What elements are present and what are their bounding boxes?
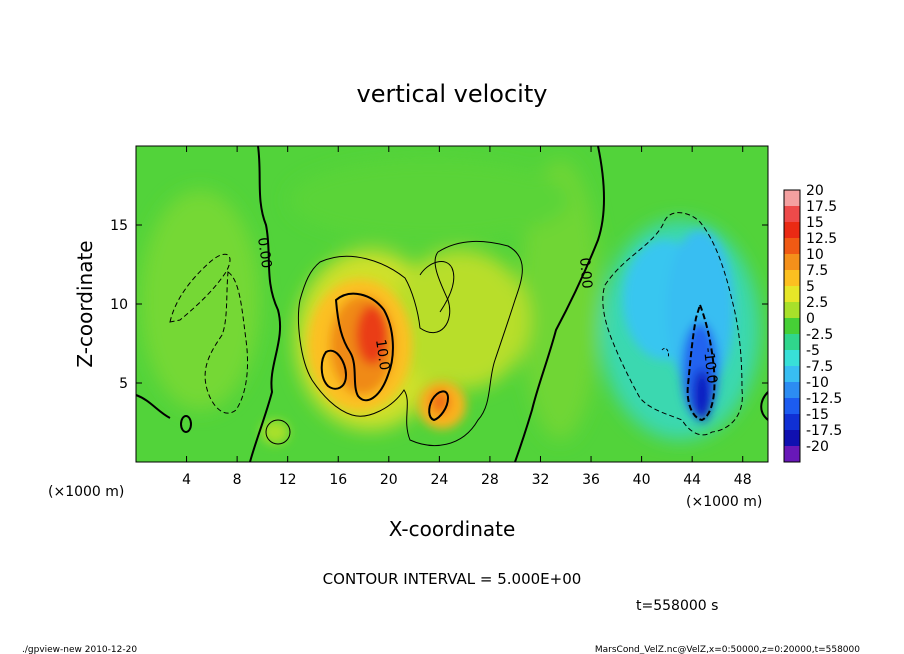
plot-area xyxy=(136,146,768,462)
zero-contour-small-ring xyxy=(180,415,192,433)
colorbar-label: 10 xyxy=(806,247,824,263)
x-axis: 4 8 12 16 20 24 28 32 36 40 44 48 xyxy=(182,146,752,488)
colorbar-swatch xyxy=(784,398,800,415)
colorbar-swatch xyxy=(784,430,800,447)
x-tick-label: 28 xyxy=(481,472,499,488)
downdraft-mid-2 xyxy=(666,230,734,390)
x-tick-label: 32 xyxy=(532,472,550,488)
x-tick-label: 4 xyxy=(182,472,191,488)
colorbar-label: -15 xyxy=(806,407,829,423)
updraft-outer-2 xyxy=(390,250,530,390)
colorbar-swatch xyxy=(784,382,800,399)
x-tick-label: 44 xyxy=(683,472,701,488)
weak-updraft-band-right xyxy=(520,160,600,440)
colorbar-swatch xyxy=(784,286,800,303)
contour-interval: CONTOUR INTERVAL = 5.000E+00 xyxy=(323,570,582,588)
downdraft-peak xyxy=(693,369,711,421)
contour-minus5-left-2 xyxy=(204,271,249,414)
x-tick-label: 20 xyxy=(380,472,398,488)
contour-label-zero-left: 0.00 xyxy=(254,236,274,269)
colorbar-swatch xyxy=(784,350,800,367)
zero-contour-lower-left xyxy=(136,394,171,419)
colorbar-swatch xyxy=(784,238,800,255)
chart-title: vertical velocity xyxy=(357,80,548,108)
colorbar-label: 0 xyxy=(806,311,815,327)
x-axis-label: X-coordinate xyxy=(389,517,516,541)
y-axis-label: Z-coordinate xyxy=(73,240,97,367)
weak-updraft-band-left xyxy=(140,190,260,410)
colorbar-label: -17.5 xyxy=(806,423,842,439)
colorbar-label: -12.5 xyxy=(806,391,842,407)
colorbar-swatch xyxy=(784,446,800,463)
colorbar-swatch xyxy=(784,190,800,207)
contour-minus5-left xyxy=(169,253,231,323)
x-tick-label: 8 xyxy=(233,472,242,488)
contour-10-secondary xyxy=(428,390,450,422)
contour-10-small xyxy=(320,349,348,390)
colorbar-swatch xyxy=(784,302,800,319)
colorbar-swatch xyxy=(784,318,800,335)
contour-minus5-downdraft xyxy=(602,212,743,436)
contour-minus10-downdraft xyxy=(686,301,716,422)
x-unit-left: (×1000 m) xyxy=(48,484,124,500)
colorbar-label: -20 xyxy=(806,439,829,455)
colorbar-label: 7.5 xyxy=(806,263,828,279)
zero-contour-right-edge xyxy=(760,391,768,421)
contour-5-lowlevel xyxy=(265,419,291,445)
colorbar-label: -2.5 xyxy=(806,327,833,343)
contour-label-minus10: -10.0 xyxy=(700,347,720,385)
contour-10-updraft xyxy=(334,292,394,402)
zero-contour-right xyxy=(514,146,606,462)
colorbar-label: 5 xyxy=(806,279,815,295)
x-tick-label: 16 xyxy=(329,472,347,488)
time-label: t=558000 s xyxy=(636,598,718,614)
colorbar-label: 20 xyxy=(806,183,824,199)
y-tick-label: 5 xyxy=(119,376,128,392)
footer-left: ./gpview-new 2010-12-20 xyxy=(22,645,137,654)
contour-5-updraft xyxy=(298,240,523,446)
colorbar-label: -5 xyxy=(806,343,820,359)
y-tick-label: 10 xyxy=(110,297,128,313)
x-tick-label: 48 xyxy=(734,472,752,488)
x-tick-label: 36 xyxy=(582,472,600,488)
shade-upper xyxy=(290,160,570,240)
x-tick-label: 24 xyxy=(430,472,448,488)
colorbar-swatch xyxy=(784,366,800,383)
y-unit-right: (×1000 m) xyxy=(686,494,762,510)
footer-right: MarsCond_VelZ.nc@VelZ,x=0:50000,z=0:2000… xyxy=(595,645,860,654)
colorbar-label: 15 xyxy=(806,215,824,231)
y-tick-label: 15 xyxy=(110,218,128,234)
contour-label-zero-right: 0.00 xyxy=(576,257,595,289)
contour-label-10: 10.0 xyxy=(372,338,392,371)
colorbar-swatch xyxy=(784,206,800,223)
colorbar-swatch xyxy=(784,270,800,287)
colorbar-swatch xyxy=(784,222,800,239)
colorbar-label: -10 xyxy=(806,375,829,391)
colorbar-label: -7.5 xyxy=(806,359,833,375)
updraft-peak xyxy=(356,305,388,365)
colorbar-label: 17.5 xyxy=(806,199,837,215)
x-tick-label: 40 xyxy=(633,472,651,488)
contour-5-upper-lobe xyxy=(419,261,455,313)
colorbar-label: 2.5 xyxy=(806,295,828,311)
colorbar-swatch xyxy=(784,414,800,431)
zero-contour-left xyxy=(249,146,282,462)
colorbar-swatch xyxy=(784,334,800,351)
colorbar: 2017.51512.5107.552.50-2.5-5-7.5-10-12.5… xyxy=(783,183,842,463)
updraft-lowlevel xyxy=(261,420,289,444)
colorbar-label: 12.5 xyxy=(806,231,837,247)
contour-minus5-small xyxy=(661,347,669,359)
x-tick-label: 12 xyxy=(279,472,297,488)
y-axis: 5 10 15 xyxy=(110,218,768,392)
colorbar-swatch xyxy=(784,254,800,271)
colorbar-frame xyxy=(783,189,801,463)
